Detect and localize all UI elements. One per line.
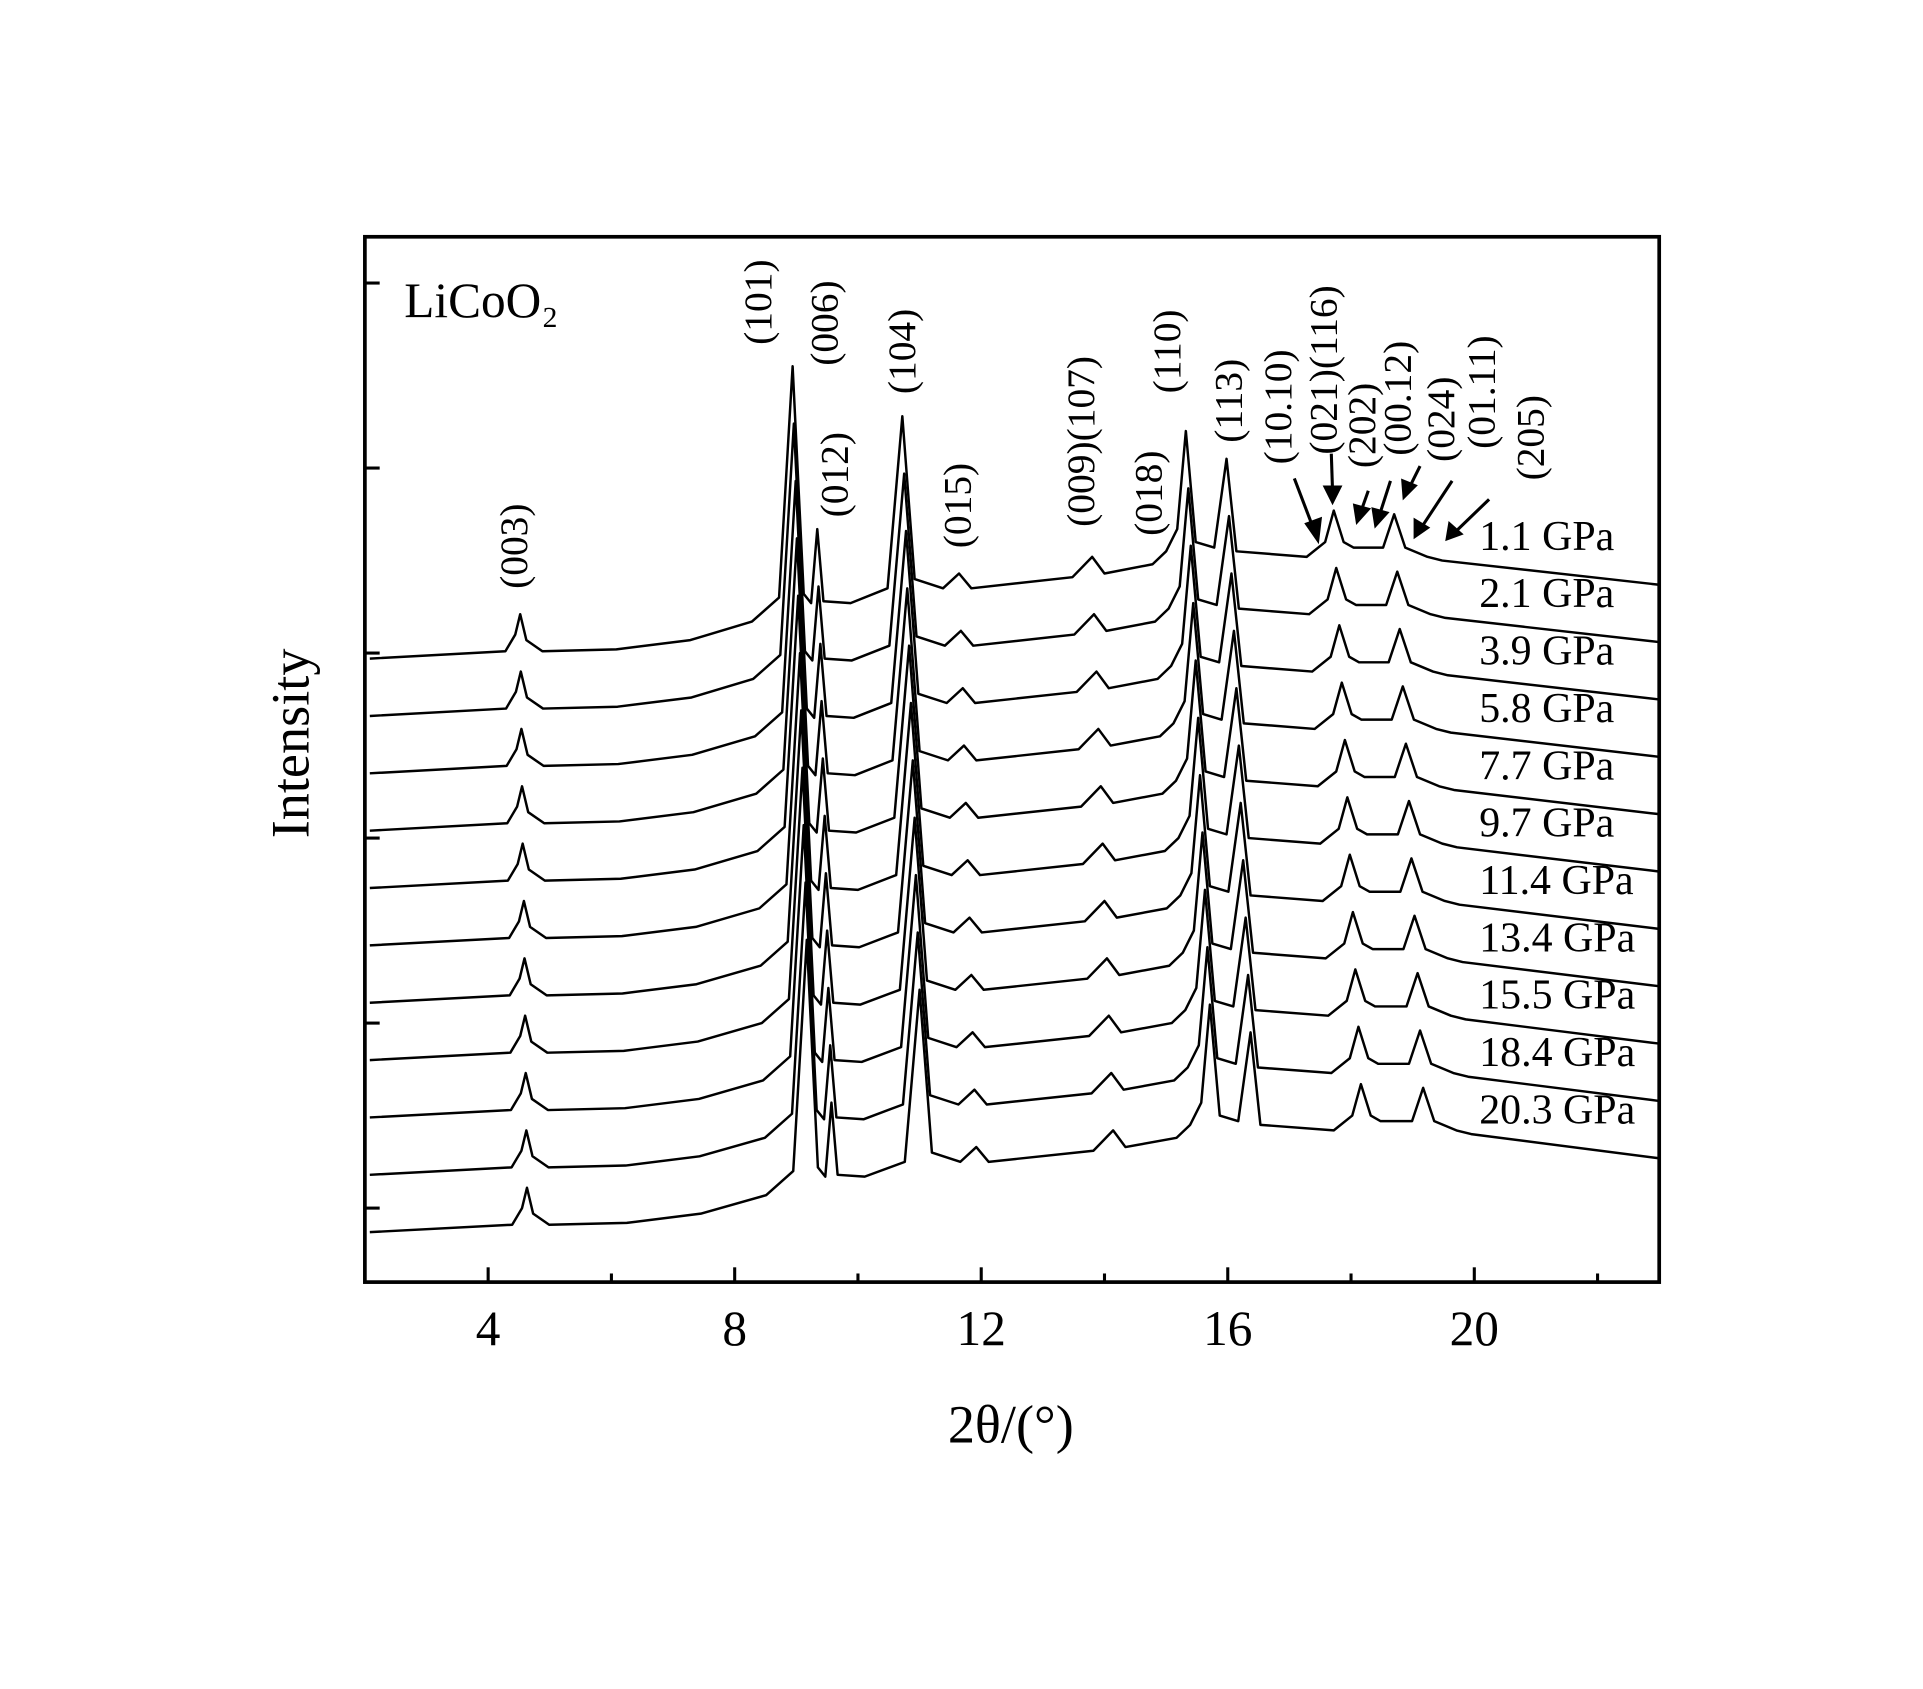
arrow <box>1420 480 1454 529</box>
x-axis-title: 2θ/(°) <box>948 1394 1074 1454</box>
series-line <box>369 365 1659 660</box>
x-tick-label: 4 <box>476 1301 501 1356</box>
peak-label: (101) <box>736 259 780 344</box>
peak-label: (021)(116) <box>1302 285 1346 454</box>
series-line <box>369 479 1659 775</box>
peak-label: (006) <box>802 280 846 365</box>
peak-label: (104) <box>880 309 924 394</box>
peak-label: (110) <box>1145 309 1189 393</box>
sample-label: LiCoO₂ <box>404 273 558 328</box>
arrow <box>1329 453 1335 491</box>
series-label: 7.7 GPa <box>1479 743 1614 789</box>
arrowhead <box>1413 517 1431 540</box>
series-label: 9.7 GPa <box>1479 801 1614 847</box>
arrow <box>1377 480 1392 516</box>
series-label: 3.9 GPa <box>1479 629 1614 675</box>
arrows <box>1292 453 1491 545</box>
arrowhead <box>1304 516 1323 545</box>
arrowhead <box>1401 478 1418 501</box>
peak-label: (009)(107) <box>1059 356 1103 527</box>
peak-label: (024) <box>1419 377 1463 462</box>
x-tick-label: 8 <box>722 1301 747 1356</box>
peak-label: (202) <box>1340 383 1384 468</box>
y-axis-title: Intensity <box>260 649 320 839</box>
series-line <box>369 766 1659 1062</box>
series-line <box>369 537 1659 832</box>
x-tick-label: 16 <box>1203 1301 1252 1356</box>
peak-label: (113) <box>1207 359 1251 443</box>
x-tick-label: 12 <box>957 1301 1006 1356</box>
peak-label: (205) <box>1509 395 1553 480</box>
series-label: 11.4 GPa <box>1479 858 1634 904</box>
arrowhead <box>1371 507 1390 529</box>
series-line <box>369 709 1659 1004</box>
series-label: 13.4 GPa <box>1479 915 1635 961</box>
series-label: 18.4 GPa <box>1479 1030 1635 1076</box>
peak-label: (015) <box>936 463 980 548</box>
arrowhead <box>1322 485 1343 506</box>
series-label: 1.1 GPa <box>1479 514 1614 560</box>
series-line <box>369 823 1659 1119</box>
series-line <box>369 422 1659 718</box>
x-tick-label: 20 <box>1450 1301 1499 1356</box>
series-label: 5.8 GPa <box>1479 686 1614 732</box>
series-line <box>369 651 1659 947</box>
arrowhead <box>1445 520 1464 542</box>
peak-label: (018) <box>1127 450 1171 535</box>
peak-label: (10.10) <box>1256 349 1300 464</box>
peak-label: (012) <box>812 432 856 517</box>
series-label: 20.3 GPa <box>1479 1087 1635 1133</box>
series-line <box>369 594 1659 890</box>
plot-frame <box>363 234 1662 1284</box>
series-line <box>369 938 1659 1234</box>
series-line <box>369 881 1659 1177</box>
series-label: 15.5 GPa <box>1479 973 1635 1019</box>
series-label: 2.1 GPa <box>1479 571 1614 617</box>
peak-label: (00.12) <box>1376 341 1420 456</box>
peak-label: (003) <box>492 503 536 588</box>
arrow <box>1453 498 1491 534</box>
peak-label: (01.11) <box>1459 335 1503 449</box>
arrowhead <box>1352 503 1372 525</box>
